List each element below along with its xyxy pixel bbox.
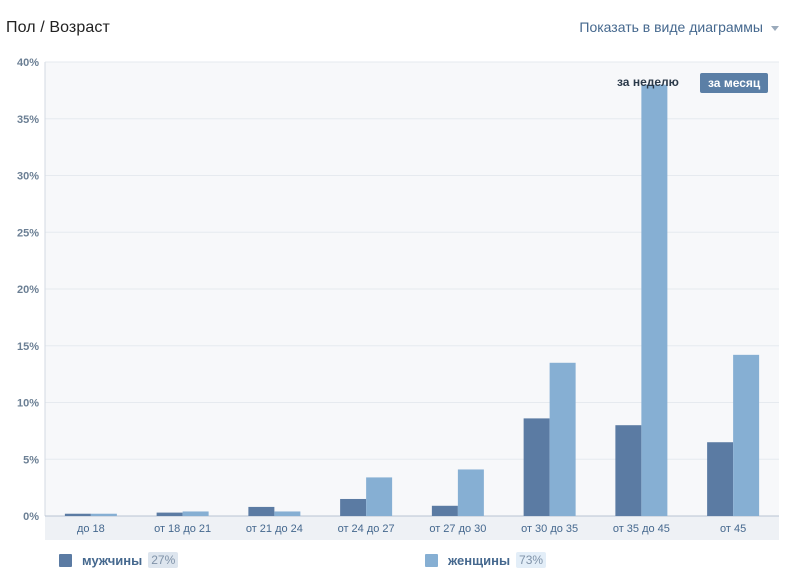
legend-label-women: женщины [448,552,511,568]
bar [248,506,275,516]
x-tick-label: от 27 до 30 [429,523,486,535]
legend-pct-men: 27% [148,552,179,568]
bar [156,512,183,516]
bar [182,511,209,516]
bar [641,84,668,516]
age-gender-chart: 0% 5% 10% 15% 20% 25% 30% 35% 40% до 18 от 18 до 2… [0,54,807,549]
x-axis-band [45,516,779,540]
x-tick-label: от 24 до 27 [338,523,395,535]
bar [549,362,576,516]
period-month-button[interactable]: за месяц [700,73,769,93]
bar [64,513,91,516]
section-title: Пол / Возраст [6,19,110,36]
y-tick-label: 35% [17,114,39,126]
y-tick-label: 0% [23,511,39,523]
bar [90,513,117,516]
bar [615,425,642,516]
y-tick-label: 20% [17,284,39,296]
x-tick-label: от 35 до 45 [613,523,670,535]
legend-pct-women: 73% [516,552,547,568]
bar [340,498,367,516]
legend-label-men: мужчины [82,552,143,568]
bar [733,354,760,516]
y-tick-label: 40% [17,57,39,69]
y-tick-label: 10% [17,398,39,410]
period-week-button[interactable]: за неделю [617,75,679,89]
bar [707,442,734,516]
y-tick-label: 5% [23,454,39,466]
legend-swatch-women [425,553,438,567]
chevron-down-icon [771,25,779,31]
bar [431,505,458,516]
x-tick-label: от 30 до 35 [521,523,578,535]
x-tick-label: от 18 до 21 [154,523,211,535]
view-as-diagram-toggle[interactable]: Показать в виде диаграммы [579,19,779,35]
y-tick-label: 25% [17,227,39,239]
bar [523,418,550,516]
legend-item-women[interactable]: женщины 73% [425,552,547,568]
legend-swatch-men [59,553,72,567]
y-tick-label: 30% [17,171,39,183]
legend-item-men[interactable]: мужчины 27% [59,552,179,568]
bar [274,511,301,516]
bar [457,469,484,516]
chart-svg: 0% 5% 10% 15% 20% 25% 30% 35% 40% до 18 от 18 до 2… [17,57,779,540]
view-toggle-label: Показать в виде диаграммы [579,19,763,35]
bar [366,477,393,516]
x-tick-label: от 21 до 24 [246,523,303,535]
y-tick-label: 15% [17,341,39,353]
x-tick-label: до 18 [77,523,105,535]
x-tick-label: от 45 [720,523,746,535]
